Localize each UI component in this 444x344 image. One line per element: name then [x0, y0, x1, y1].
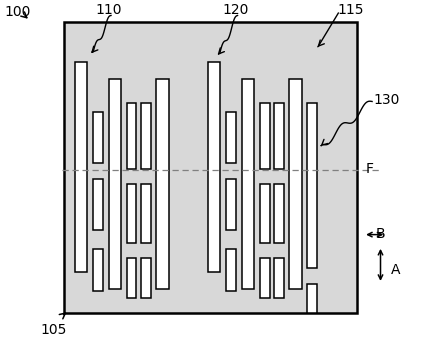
- Text: B: B: [375, 227, 385, 241]
- Bar: [307, 284, 317, 313]
- Text: 105: 105: [40, 323, 66, 337]
- Bar: [141, 184, 151, 243]
- Bar: [127, 258, 136, 298]
- Bar: [226, 112, 236, 163]
- Bar: [260, 258, 270, 298]
- Bar: [274, 103, 284, 169]
- Bar: [93, 249, 103, 291]
- Text: 130: 130: [373, 93, 399, 107]
- Bar: [127, 184, 136, 243]
- Bar: [93, 179, 103, 230]
- Bar: [274, 258, 284, 298]
- Bar: [242, 79, 254, 289]
- Text: 115: 115: [337, 3, 364, 17]
- Bar: [109, 79, 121, 289]
- Text: F: F: [366, 162, 374, 176]
- Text: A: A: [391, 263, 400, 277]
- Text: 110: 110: [95, 3, 122, 17]
- Bar: [226, 179, 236, 230]
- Bar: [127, 103, 136, 169]
- Bar: [141, 103, 151, 169]
- Bar: [260, 103, 270, 169]
- Bar: [289, 79, 302, 289]
- Bar: [64, 22, 357, 313]
- Bar: [208, 62, 220, 272]
- Bar: [260, 184, 270, 243]
- Bar: [156, 79, 169, 289]
- Bar: [274, 184, 284, 243]
- Bar: [226, 249, 236, 291]
- Text: 100: 100: [4, 5, 31, 19]
- Bar: [141, 258, 151, 298]
- Bar: [93, 112, 103, 163]
- Text: 120: 120: [222, 3, 249, 17]
- Bar: [75, 62, 87, 272]
- Bar: [307, 103, 317, 268]
